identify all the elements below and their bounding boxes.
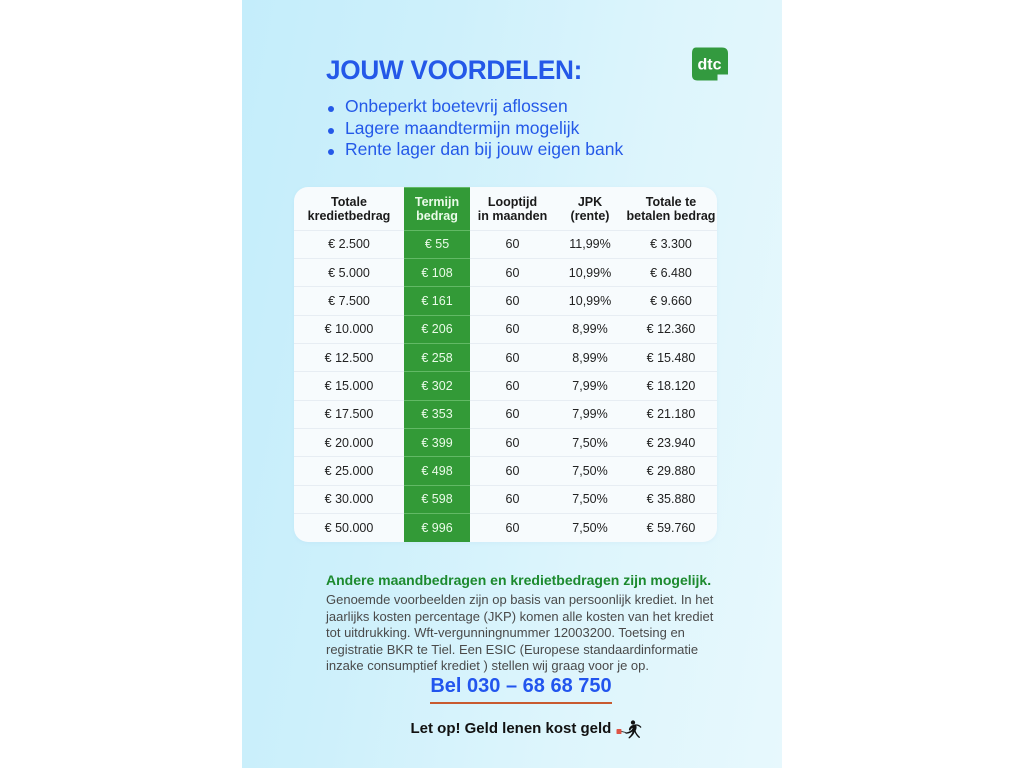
svg-text:dtc: dtc [698,57,722,74]
